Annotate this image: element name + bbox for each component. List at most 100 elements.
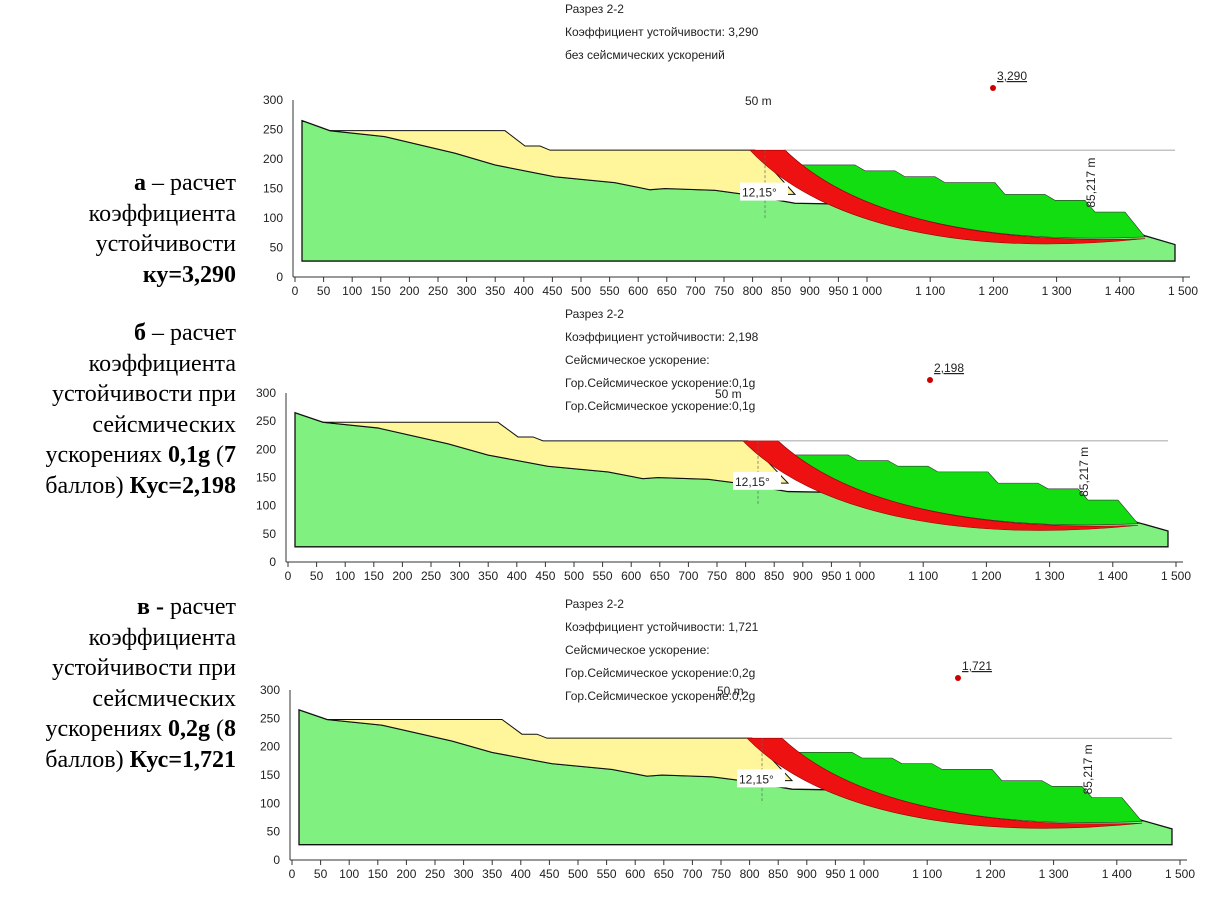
- x-tick-label: 100: [339, 867, 359, 881]
- slip-surface: [746, 737, 1143, 829]
- y-tick-label: 200: [256, 442, 276, 456]
- x-tick-label: 750: [711, 867, 731, 881]
- x-tick-label: 1 300: [1039, 867, 1069, 881]
- caption: а – расчет коэффициента устойчивости ку=…: [0, 168, 236, 290]
- x-tick-label: 800: [736, 569, 756, 583]
- x-tick-label: 650: [654, 867, 674, 881]
- marker-dot: [990, 85, 996, 91]
- x-tick-label: 550: [600, 284, 620, 298]
- x-tick-label: 800: [740, 867, 760, 881]
- fill-layer: [326, 718, 794, 782]
- angle-box: [733, 471, 781, 490]
- x-tick-label: 700: [685, 284, 705, 298]
- x-tick-label: 1 500: [1165, 867, 1195, 881]
- x-tick-label: 750: [714, 284, 734, 298]
- caption-part: Кус=2,198: [129, 472, 236, 499]
- caption-part: баллов): [45, 746, 130, 773]
- title-line: Сейсмическое ускорение:: [565, 353, 710, 367]
- title-line: Гор.Сейсмическое ускорение:0,2g: [565, 666, 755, 680]
- x-tick-label: 500: [568, 867, 588, 881]
- x-tick-label: 1 100: [915, 284, 945, 298]
- caption-part: баллов): [45, 472, 130, 499]
- x-tick-label: 1 300: [1042, 284, 1072, 298]
- caption-part: 0,1g: [168, 442, 210, 468]
- x-tick-label: 300: [457, 284, 477, 298]
- x-tick-label: 350: [485, 284, 505, 298]
- x-tick-label: 900: [793, 569, 813, 583]
- x-tick-label: 450: [539, 867, 559, 881]
- x-tick-label: 950: [828, 284, 848, 298]
- x-tick-label: 100: [342, 284, 362, 298]
- x-tick-label: 1 400: [1105, 284, 1135, 298]
- x-tick-label: 1 200: [975, 867, 1005, 881]
- x-tick-label: 1 000: [845, 569, 875, 583]
- y-tick-label: 0: [269, 555, 276, 569]
- x-tick-label: 1 300: [1035, 569, 1065, 583]
- title-line: без сейсмических ускорений: [565, 48, 725, 62]
- x-tick-label: 50: [317, 284, 331, 298]
- title-line: Коэффициент устойчивости: 1,721: [565, 620, 759, 634]
- x-tick-label: 350: [482, 867, 502, 881]
- fill-layer: [322, 421, 790, 484]
- y-tick-label: 300: [260, 683, 280, 697]
- caption-part: 0,2g: [168, 716, 210, 742]
- x-tick-label: 950: [825, 867, 845, 881]
- x-tick-label: 650: [650, 569, 670, 583]
- title-line: Гор.Сейсмическое ускорение:0,1g: [565, 399, 755, 413]
- x-tick-label: 250: [428, 284, 448, 298]
- caption-part: 7: [224, 442, 236, 468]
- x-tick-label: 950: [821, 569, 841, 583]
- y-tick-label: 300: [256, 386, 276, 400]
- x-tick-label: 400: [514, 284, 534, 298]
- x-tick-label: 350: [478, 569, 498, 583]
- x-tick-label: 1 500: [1168, 284, 1198, 298]
- fill-layer: [329, 130, 797, 195]
- y-tick-label: 50: [263, 527, 277, 541]
- y-tick-label: 150: [263, 182, 283, 196]
- marker-label: 3,290: [997, 69, 1027, 83]
- x-tick-label: 1 500: [1161, 569, 1191, 583]
- x-tick-label: 150: [368, 867, 388, 881]
- angle-box: [737, 769, 785, 788]
- y-tick-label: 250: [256, 414, 276, 428]
- caption-part: Кус=1,721: [129, 746, 236, 773]
- x-tick-label: 1 400: [1098, 569, 1128, 583]
- y-tick-label: 200: [263, 152, 283, 166]
- height-label: 85,217 m: [1081, 744, 1095, 794]
- caption-part: 8: [224, 716, 236, 742]
- y-tick-label: 250: [263, 123, 283, 137]
- x-tick-label: 600: [628, 284, 648, 298]
- caption-part: – расчет коэффициента устойчивости: [88, 170, 236, 257]
- angle-label: 12,15°: [742, 186, 777, 200]
- x-tick-label: 200: [392, 569, 412, 583]
- x-tick-label: 50: [314, 867, 328, 881]
- x-tick-label: 1 000: [852, 284, 882, 298]
- x-tick-label: 1 200: [978, 284, 1008, 298]
- caption-part: ку=3,290: [142, 261, 236, 288]
- distance-label: 50 m: [717, 684, 744, 698]
- x-tick-label: 1 100: [908, 569, 938, 583]
- x-tick-label: 250: [421, 569, 441, 583]
- x-tick-label: 150: [364, 569, 384, 583]
- slip-surface: [749, 149, 1146, 245]
- title-line: Разрез 2-2: [565, 307, 624, 321]
- y-tick-label: 0: [273, 853, 280, 867]
- x-tick-label: 300: [450, 569, 470, 583]
- x-tick-label: 1 000: [849, 867, 879, 881]
- distance-label: 50 m: [715, 387, 742, 401]
- x-tick-label: 650: [657, 284, 677, 298]
- y-tick-label: 150: [256, 471, 276, 485]
- x-tick-label: 300: [454, 867, 474, 881]
- y-tick-label: 250: [260, 711, 280, 725]
- title-line: Разрез 2-2: [565, 2, 624, 16]
- angle-label: 12,15°: [735, 475, 770, 489]
- x-tick-label: 50: [310, 569, 324, 583]
- title-line: Гор.Сейсмическое ускорение:0,2g: [565, 689, 755, 703]
- x-tick-label: 700: [678, 569, 698, 583]
- x-tick-label: 200: [396, 867, 416, 881]
- angle-box: [740, 182, 788, 201]
- caption: в - расчет коэффициента устойчивости при…: [0, 592, 236, 775]
- height-label: 85,217 m: [1084, 158, 1098, 208]
- x-tick-label: 850: [764, 569, 784, 583]
